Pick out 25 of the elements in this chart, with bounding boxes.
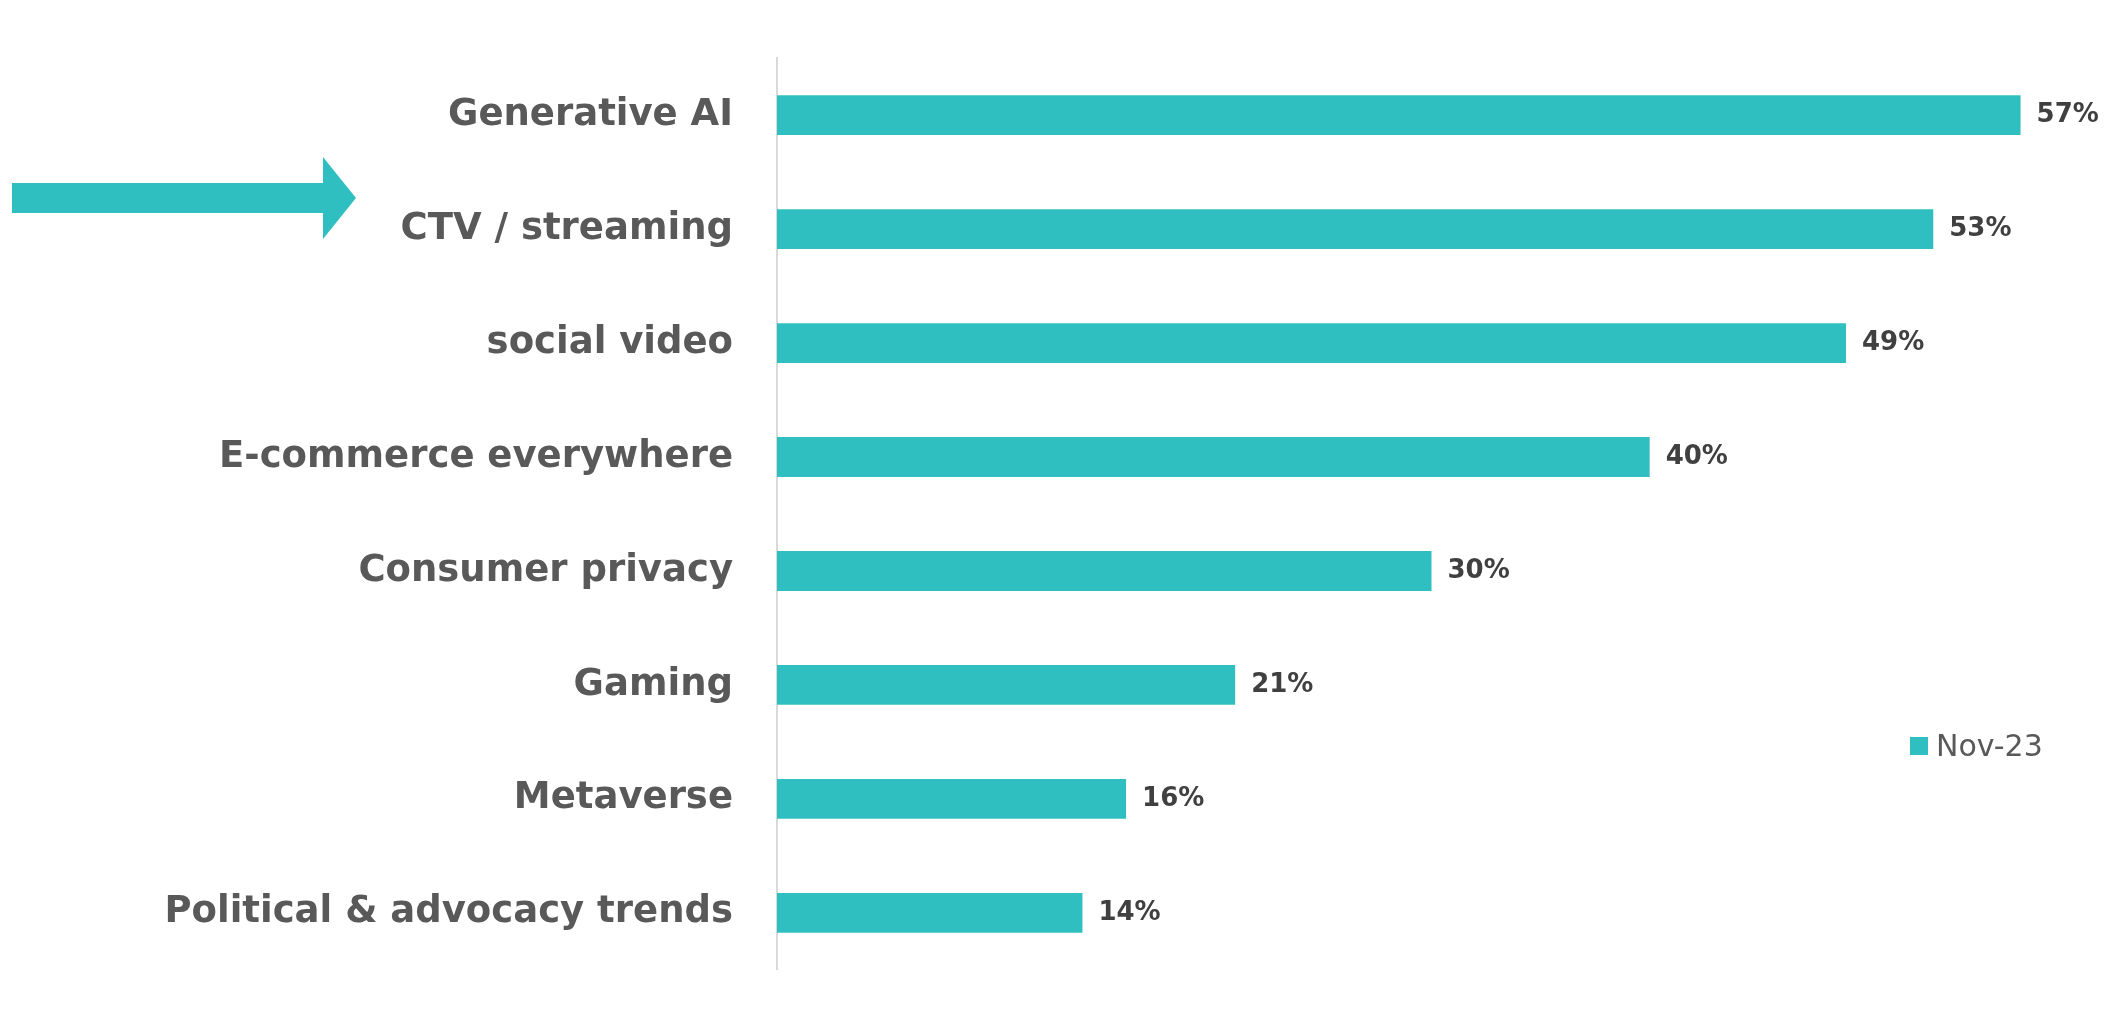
y-tick-label: CTV / streaming — [400, 204, 733, 248]
data-label: 21% — [1251, 667, 1314, 698]
y-tick-label: Gaming — [573, 660, 733, 704]
y-tick-label: Generative AI — [448, 90, 733, 134]
bar — [777, 209, 1934, 250]
legend-label: Nov-23 — [1936, 728, 2043, 763]
bar — [777, 95, 2021, 136]
bar — [777, 323, 1847, 364]
data-label: 57% — [2036, 97, 2099, 128]
data-label: 40% — [1665, 439, 1728, 470]
data-label: 16% — [1142, 781, 1205, 812]
y-tick-label: social video — [486, 318, 733, 362]
bar — [777, 437, 1650, 477]
data-label: 14% — [1098, 895, 1161, 926]
y-tick-label: E-commerce everywhere — [219, 432, 733, 476]
bar — [777, 551, 1432, 591]
bar — [777, 664, 1236, 705]
y-tick-label: Consumer privacy — [358, 546, 733, 590]
bar — [777, 892, 1083, 933]
bar — [777, 778, 1127, 819]
data-label: 30% — [1447, 553, 1510, 584]
y-tick-label: Metaverse — [513, 774, 733, 818]
y-tick-label: Political & advocacy trends — [164, 888, 733, 932]
data-label: 49% — [1862, 325, 1925, 356]
data-label: 53% — [1949, 211, 2012, 242]
